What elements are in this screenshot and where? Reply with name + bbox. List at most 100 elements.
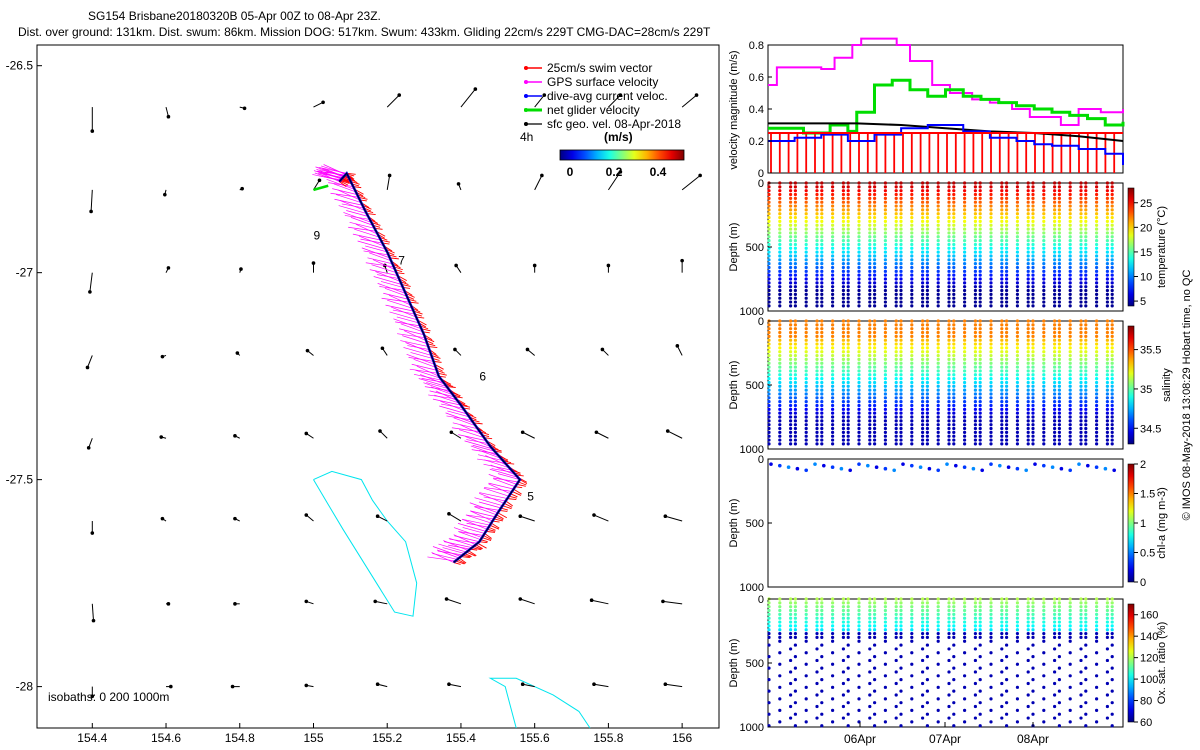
profile-point (841, 624, 846, 628)
profile-point (767, 400, 771, 404)
profile-point (1053, 239, 1057, 243)
profile-point (1026, 608, 1030, 613)
profile-point (841, 635, 846, 640)
profile-point (899, 181, 903, 185)
profile-point (873, 246, 877, 250)
profile-point (1005, 250, 1009, 254)
profile-point (873, 400, 877, 404)
profile-point (910, 361, 914, 365)
profile-point (936, 235, 940, 239)
profile-point (815, 647, 819, 651)
profile-point (1095, 281, 1099, 285)
profile-point (857, 635, 861, 640)
profile-point (831, 239, 835, 243)
profile-point (873, 269, 877, 273)
profile-point (778, 380, 782, 385)
profile-point (868, 616, 872, 620)
profile-point (1005, 438, 1009, 442)
profile-point (894, 235, 898, 239)
geo-vector-head (85, 365, 90, 370)
profile-point (1095, 227, 1099, 231)
profile-point (1005, 285, 1009, 289)
profile-point (1026, 342, 1030, 346)
profile-point (1053, 415, 1057, 419)
profile-point (989, 327, 993, 331)
profile-point (925, 192, 930, 197)
profile-point (1015, 442, 1020, 446)
profile-point (899, 608, 903, 613)
profile-point (857, 200, 861, 204)
profile-point (925, 392, 930, 396)
profile-point (1079, 342, 1083, 346)
profile-point (1079, 192, 1083, 197)
profile-point (1057, 643, 1061, 647)
profile-point (831, 319, 835, 323)
profile-point (831, 242, 835, 247)
profile-point (899, 300, 903, 304)
profile-point (857, 400, 861, 404)
profile-point (952, 235, 956, 239)
profile-point (1105, 292, 1109, 296)
profile-point (952, 608, 956, 613)
profile-point (841, 365, 846, 369)
profile-point (873, 277, 877, 281)
profile-point (978, 204, 982, 208)
profile-point (978, 196, 982, 200)
profile-point (857, 628, 861, 632)
gps-velocity-vector (365, 245, 388, 253)
profile-point (989, 434, 993, 438)
profile-point (1005, 277, 1009, 281)
profile-point (868, 628, 872, 632)
profile-point (963, 442, 967, 446)
profile-point (947, 380, 951, 385)
profile-point (894, 601, 898, 605)
profile-point (899, 258, 903, 262)
profile-point (804, 346, 808, 350)
geo-vector (520, 598, 535, 605)
profile-point (1105, 346, 1109, 350)
geo-vector-head (375, 682, 380, 687)
profile-point (767, 227, 771, 231)
profile-point (820, 227, 824, 231)
profile-point (910, 620, 914, 624)
profile-point (936, 223, 940, 227)
profile-point (846, 724, 850, 728)
profile-point (815, 292, 819, 296)
profile-point (857, 392, 861, 396)
profile-point (841, 292, 846, 296)
profile-point (841, 319, 846, 323)
profile-point (804, 288, 808, 293)
profile-point (778, 597, 782, 601)
profile-point (1084, 323, 1088, 327)
profile-point (894, 262, 898, 266)
profile-point (1057, 196, 1061, 200)
profile-point (1005, 338, 1009, 342)
profile-point (1042, 631, 1046, 636)
profile-point (1000, 704, 1004, 709)
profile-point (973, 357, 978, 361)
profile-point (894, 434, 898, 438)
profile-point (936, 292, 940, 296)
gps-velocity-vector (367, 257, 393, 265)
profile-point (841, 377, 846, 381)
profile-point (894, 273, 898, 277)
profile-point (978, 208, 982, 212)
profile-point (1042, 365, 1046, 369)
profile-point (767, 388, 771, 392)
profile-point (978, 655, 982, 659)
profile-point (925, 227, 930, 231)
colorbar-tick-label: 20 (1140, 222, 1152, 234)
profile-point (1026, 601, 1030, 605)
profile-point (1031, 304, 1035, 308)
profile-point (1110, 701, 1114, 705)
profile-point (857, 411, 861, 415)
profile-point (1000, 384, 1004, 388)
profile-point (1031, 643, 1035, 647)
profile-point (1031, 635, 1035, 640)
profile-point (973, 258, 978, 262)
profile-point (978, 200, 982, 204)
profile-point (1000, 628, 1004, 632)
profile-point (789, 608, 793, 613)
profile-point (846, 204, 850, 208)
profile-point (1053, 250, 1057, 254)
